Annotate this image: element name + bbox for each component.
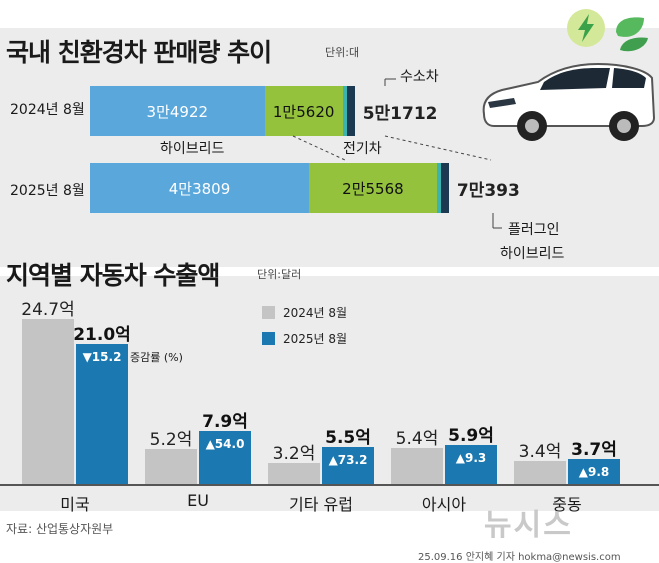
- export-bar-2024-0: [22, 319, 74, 484]
- sales-bar-2025-hydrogen: [436, 163, 441, 213]
- sales-bar-2025-phev: [440, 163, 449, 213]
- callout-lines: [292, 78, 502, 229]
- sales-total-2024: 5만1712: [362, 104, 438, 124]
- export-category-label-0: 미국: [60, 495, 90, 514]
- sales-bar-2024-ev-label: 1만5620: [272, 102, 335, 121]
- export-value-label-2025-1: 7.9억: [202, 412, 248, 433]
- export-bar-2025-4: [568, 459, 620, 484]
- sales-bar-2024-phev: [346, 86, 355, 136]
- sales-bar-2024-ev: 1만5620: [264, 86, 343, 136]
- export-change-label-1: ▲54.0: [205, 437, 245, 452]
- export-baseline: [0, 484, 659, 486]
- export-change-label-2: ▲73.2: [328, 453, 368, 468]
- export-value-label-2024-1: 5.2억: [149, 430, 193, 451]
- export-bar-2025-3: [445, 444, 497, 484]
- sales-bar-2025-ev-label: 2만5568: [342, 179, 404, 198]
- legend-swatch-2025: [262, 332, 275, 345]
- car-illustration: [482, 62, 656, 141]
- export-value-label-2025-4: 3.7억: [571, 440, 617, 461]
- sales-total-2025: 7만393: [456, 181, 520, 201]
- callout-ev: 전기차: [343, 141, 382, 157]
- export-value-label-2025-2: 5.5억: [325, 428, 371, 449]
- export-change-label-4: ▲9.8: [578, 465, 610, 480]
- sales-bar-2024-hybrid-label: 3만4922: [146, 102, 209, 121]
- callout-phev-line2: 하이브리드: [500, 246, 565, 262]
- export-bar-2025-1: [199, 431, 251, 484]
- change-rate-label: 증감률 (%): [130, 351, 183, 364]
- export-value-label-2024-4: 3.4억: [518, 442, 562, 463]
- export-value-label-2025-3: 5.9억: [448, 425, 494, 446]
- legend-label-2025: 2025년 8월: [283, 332, 348, 346]
- sales-bar-2025-hybrid-label: 4만3809: [168, 179, 231, 198]
- sales-chart-title: 국내 친환경차 판매량 추이: [6, 38, 272, 67]
- export-bar-2024-2: [268, 462, 320, 484]
- export-chart-title: 지역별 자동차 수출액: [6, 261, 220, 290]
- export-category-label-2: 기타 유럽: [289, 495, 353, 514]
- sales-unit-label: 단위:대: [325, 46, 360, 59]
- sales-row-label-2024: 2024년 8월: [10, 102, 85, 118]
- export-change-label-0: ▼15.2: [82, 349, 122, 364]
- sales-bar-2024-hydrogen: [342, 86, 347, 136]
- export-category-label-1: EU: [187, 491, 209, 510]
- leaf-icon: [616, 17, 648, 52]
- export-value-label-2024-3: 5.4억: [395, 428, 439, 449]
- export-unit-label: 단위:달러: [257, 268, 302, 281]
- export-bar-2025-0: [76, 343, 128, 484]
- sales-row-label-2025: 2025년 8월: [10, 183, 85, 199]
- callout-hydrogen: 수소차: [400, 69, 439, 85]
- newsis-logo: 뉴시스: [484, 508, 573, 543]
- sales-bar-2024-hybrid: 3만4922: [90, 86, 265, 136]
- export-category-label-3: 아시아: [421, 495, 467, 514]
- top-panel: [0, 28, 659, 267]
- legend-swatch-2024: [262, 306, 275, 319]
- electric-bolt-icon: [567, 9, 605, 47]
- sales-bar-2025-hybrid: 4만3809: [90, 163, 310, 213]
- callout-hybrid: 하이브리드: [160, 141, 225, 157]
- export-bar-2024-4: [514, 461, 566, 484]
- export-bar-2024-3: [391, 447, 443, 484]
- export-value-label-2024-2: 3.2억: [272, 443, 316, 464]
- legend-2025: 2025년 8월: [262, 330, 347, 347]
- export-bar-2025-2: [322, 447, 374, 484]
- credit-label: 25.09.16 안지혜 기자 hokma@newsis.com: [418, 552, 621, 563]
- sales-bar-2025-ev: 2만5568: [309, 163, 437, 213]
- export-change-label-3: ▲9.3: [455, 450, 487, 465]
- export-value-label-2024-0: 24.7억: [21, 300, 75, 320]
- callout-phev-line1: 플러그인: [508, 222, 560, 238]
- export-bar-2024-1: [145, 449, 197, 484]
- export-category-label-4: 중동: [552, 495, 582, 514]
- legend-2024: 2024년 8월: [262, 304, 347, 321]
- source-label: 자료: 산업통상자원부: [6, 522, 114, 536]
- legend-label-2024: 2024년 8월: [283, 306, 348, 320]
- export-value-label-2025-0: 21.0억: [73, 324, 131, 345]
